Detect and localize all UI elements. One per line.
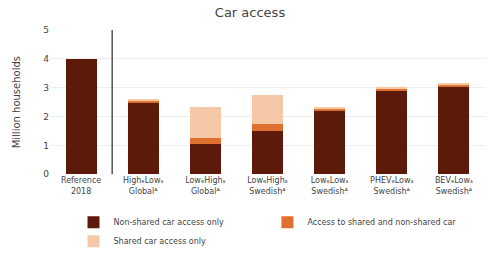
- svg-text:1: 1: [43, 141, 49, 151]
- svg-text:2: 2: [43, 112, 49, 122]
- svg-text:PHEVₑLowₛSwedishᴬ: PHEVₑLowₛSwedishᴬ: [370, 176, 413, 195]
- svg-text:LowₑHighₛSwedishᴬ: LowₑHighₛSwedishᴬ: [247, 176, 287, 195]
- svg-text:BEVₑLowₛSwedishᴬ: BEVₑLowₛSwedishᴬ: [435, 176, 473, 195]
- svg-text:5: 5: [43, 25, 49, 35]
- svg-text:4: 4: [43, 54, 49, 64]
- svg-text:Million households: Million households: [11, 56, 22, 148]
- svg-text:Reference2018: Reference2018: [61, 176, 101, 195]
- svg-text:LowₑHighₛGlobalᴬ: LowₑHighₛGlobalᴬ: [185, 176, 225, 195]
- svg-text:HighₑLowₛGlobalᴬ: HighₑLowₛGlobalᴬ: [123, 176, 163, 195]
- svg-text:Shared car access only: Shared car access only: [114, 237, 207, 246]
- svg-text:3: 3: [43, 83, 49, 93]
- svg-text:Access to shared and non-share: Access to shared and non-shared car: [307, 218, 456, 227]
- svg-text:Car access: Car access: [215, 5, 286, 20]
- svg-text:LowₑLowₛSwedishᴬ: LowₑLowₛSwedishᴬ: [311, 176, 349, 195]
- svg-text:0: 0: [43, 169, 49, 179]
- svg-text:Non-shared car access only: Non-shared car access only: [114, 218, 224, 227]
